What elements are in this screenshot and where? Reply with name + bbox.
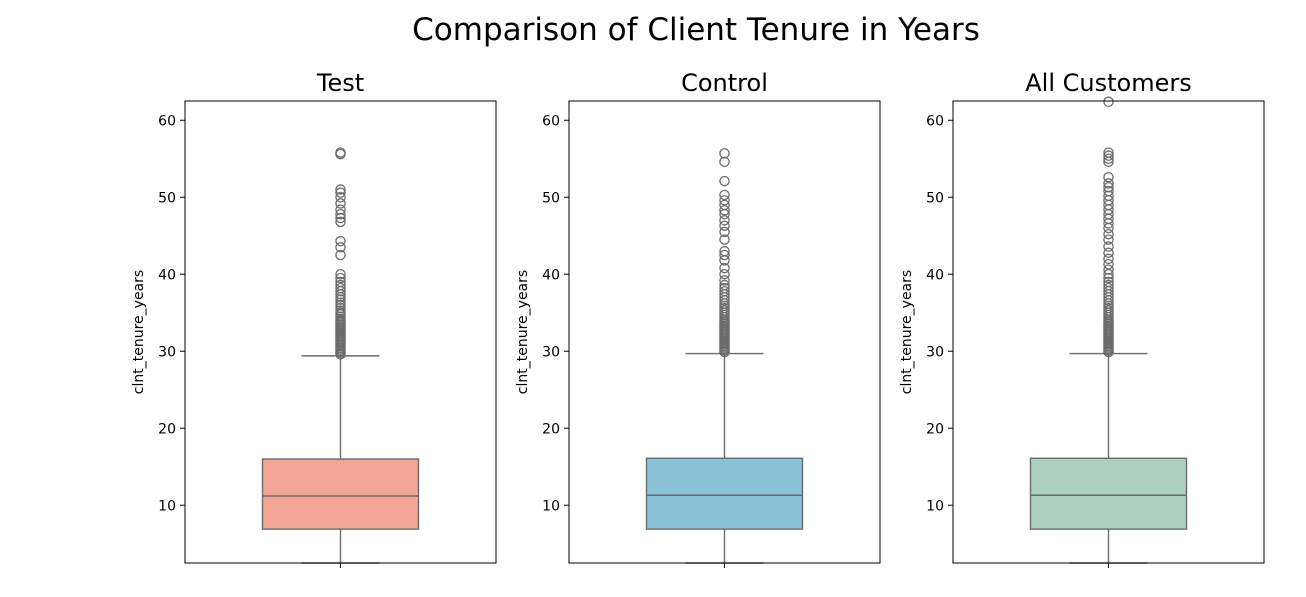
outlier-point <box>335 187 346 198</box>
y-tick-label: 10 <box>158 498 176 514</box>
outlier-point <box>719 234 730 245</box>
outlier-point <box>335 272 346 284</box>
y-tick-label: 40 <box>542 267 560 283</box>
outlier-point <box>1103 264 1114 275</box>
iqr-box <box>261 458 420 530</box>
y-tick-label: 60 <box>926 113 944 129</box>
outlier-point <box>335 235 346 247</box>
axes-frame <box>184 100 497 564</box>
outlier-point <box>1103 181 1114 193</box>
y-axis-label: clnt_tenure_years <box>515 270 531 394</box>
outlier-point <box>719 285 730 297</box>
y-tick-label: 60 <box>158 113 176 129</box>
outlier-point <box>335 276 346 288</box>
outlier-point <box>1103 171 1114 183</box>
panel-title: All Customers <box>1025 69 1191 97</box>
outlier-point <box>1103 153 1114 164</box>
outlier-point <box>719 275 730 286</box>
outlier-point <box>335 184 346 195</box>
iqr-box <box>1029 457 1188 530</box>
outlier-point <box>719 189 730 201</box>
outlier-point <box>335 191 346 203</box>
outlier-point <box>1103 282 1114 294</box>
outlier-point <box>1103 228 1114 240</box>
outlier-point <box>719 156 730 168</box>
outlier-point <box>1103 147 1114 158</box>
outlier-point <box>335 249 346 261</box>
axes-frame <box>952 100 1265 564</box>
panel-1: Test clnt_tenure_years 10 20 30 40 50 60 <box>131 69 497 568</box>
y-axis-label: clnt_tenure_years <box>131 270 147 394</box>
outlier-point <box>1103 276 1114 288</box>
outlier-point <box>335 198 346 209</box>
panel-title: Test <box>316 69 364 97</box>
outlier-point <box>1103 268 1114 280</box>
y-tick-label: 30 <box>926 344 944 360</box>
outlier-point <box>335 297 346 308</box>
y-tick-label: 20 <box>542 421 560 437</box>
outlier-point <box>1103 272 1114 284</box>
outlier-point <box>1103 258 1114 270</box>
y-tick-label: 20 <box>158 421 176 437</box>
y-axis-label: clnt_tenure_years <box>899 270 915 394</box>
panel-3: All Customers clnt_tenure_years 10 20 30 40 50… <box>899 69 1265 568</box>
axes-frame <box>568 100 881 564</box>
outlier-point <box>335 268 346 280</box>
outlier-point <box>719 175 730 187</box>
y-tick-label: 50 <box>542 190 560 206</box>
outlier-point <box>1103 279 1114 291</box>
outlier-point <box>719 226 730 238</box>
y-tick-label: 20 <box>926 421 944 437</box>
outlier-point <box>1103 96 1114 108</box>
outlier-point <box>1103 234 1114 245</box>
outlier-point <box>719 195 730 206</box>
y-tick-label: 50 <box>926 190 944 206</box>
outlier-point <box>335 212 346 224</box>
outlier-point <box>719 279 730 291</box>
outlier-point <box>335 204 346 215</box>
panels-group: Testclnt_tenure_years102030405060Control… <box>131 69 1265 568</box>
outlier-point <box>719 148 730 159</box>
outlier-point <box>335 302 346 314</box>
outlier-point <box>1103 190 1114 201</box>
outlier-point <box>335 282 346 294</box>
y-tick-label: 60 <box>542 113 560 129</box>
outlier-point <box>719 282 730 294</box>
outlier-point <box>719 245 730 257</box>
outlier-point <box>1103 241 1114 252</box>
outlier-point <box>1103 253 1114 265</box>
outlier-point <box>719 262 730 274</box>
outlier-point <box>719 205 730 216</box>
y-tick-label: 40 <box>158 267 176 283</box>
panel-2: Control clnt_tenure_years 10 20 30 40 50 60 <box>515 69 881 568</box>
outlier-point <box>719 215 730 226</box>
outlier-point <box>719 220 730 231</box>
outlier-point <box>335 279 346 291</box>
y-tick-label: 50 <box>158 190 176 206</box>
outlier-point <box>1103 150 1114 161</box>
y-tick-label: 10 <box>542 498 560 514</box>
outlier-point <box>1103 247 1114 258</box>
outlier-point <box>335 208 346 220</box>
y-tick-label: 30 <box>158 344 176 360</box>
outlier-point <box>1103 185 1114 197</box>
outlier-point <box>719 199 730 211</box>
panel-title: Control <box>681 69 768 97</box>
y-tick-label: 10 <box>926 498 944 514</box>
outlier-point <box>335 242 346 253</box>
figure-title: Comparison of Client Tenure in Years <box>412 12 980 48</box>
outlier-point <box>1103 178 1114 189</box>
y-tick-label: 40 <box>926 267 944 283</box>
y-tick-label: 30 <box>542 344 560 360</box>
outlier-point <box>335 216 346 228</box>
outlier-point <box>719 249 730 261</box>
iqr-box <box>645 457 804 530</box>
outlier-point <box>719 268 730 280</box>
outlier-point <box>335 147 346 158</box>
